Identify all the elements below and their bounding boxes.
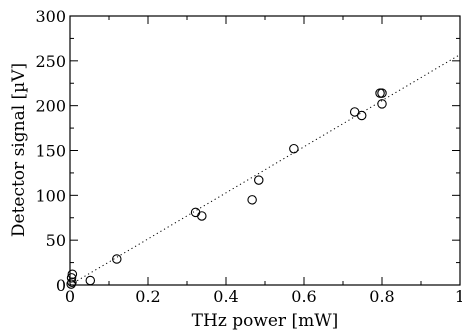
- x-tick-label: 0.4: [213, 287, 238, 306]
- data-point: [377, 88, 387, 98]
- x-tick-label: 0.8: [369, 287, 394, 306]
- y-tick-label: 0: [56, 276, 66, 295]
- data-point: [67, 269, 78, 279]
- data-point: [356, 110, 367, 121]
- data-point: [289, 143, 299, 154]
- axis-ticks: [69, 15, 461, 286]
- y-tick-labels: 0 50 100 150 200 250 300: [35, 7, 66, 295]
- data-point: [112, 254, 122, 264]
- y-axis-title: Detector signal [µV]: [9, 63, 29, 237]
- data-point: [254, 175, 264, 185]
- data-point: [197, 211, 207, 221]
- y-tick-label: 300: [35, 7, 66, 26]
- y-tick-label: 100: [35, 186, 66, 205]
- plot-frame: [69, 15, 461, 286]
- data-point: [377, 99, 387, 109]
- data-point: [85, 275, 96, 286]
- data-point: [247, 195, 257, 205]
- data-point: [66, 273, 77, 283]
- data-points: [66, 88, 387, 289]
- y-tick-label: 50: [46, 231, 66, 250]
- x-tick-labels: 0 0.2 0.4 0.6 0.8 1: [65, 287, 462, 306]
- fit-line: [69, 54, 461, 286]
- x-tick-label: 1: [455, 287, 462, 306]
- x-tick-label: 0.6: [291, 287, 316, 306]
- y-tick-label: 150: [35, 142, 66, 161]
- x-axis-title: THz power [mW]: [192, 311, 339, 331]
- data-point: [190, 207, 201, 218]
- y-tick-label: 250: [35, 52, 66, 71]
- y-tick-label: 200: [35, 97, 66, 116]
- x-tick-label: 0.2: [135, 287, 160, 306]
- x-tick-label: 0: [65, 287, 75, 306]
- data-point: [375, 88, 385, 98]
